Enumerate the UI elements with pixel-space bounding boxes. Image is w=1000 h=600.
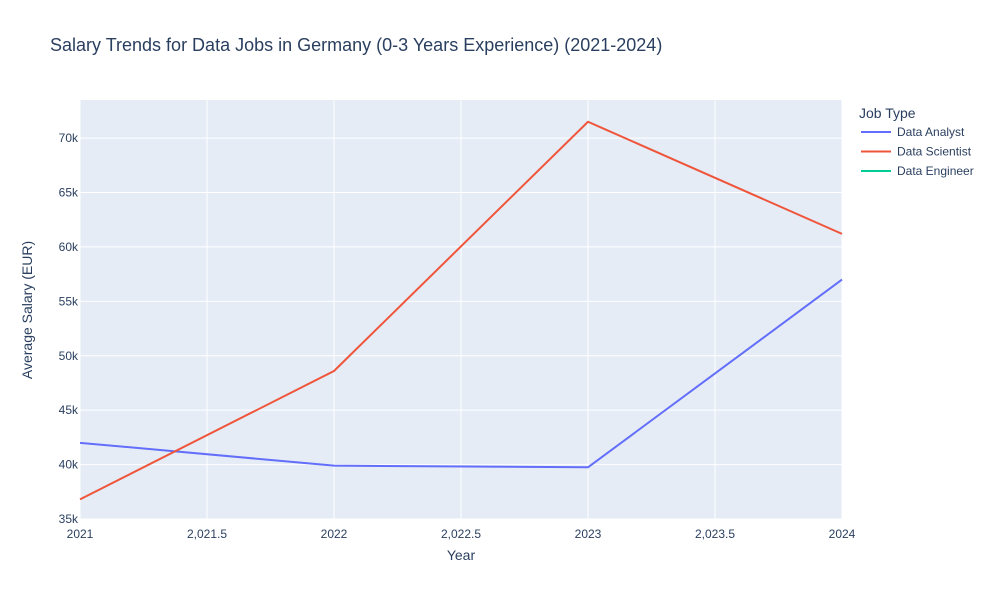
series-line-data-analyst <box>79 278 843 469</box>
x-tick-label: 2,021.5 <box>187 527 227 541</box>
y-tick-label: 50k <box>59 349 79 363</box>
y-axis-title: Average Salary (EUR) <box>19 241 35 379</box>
y-tick-label: 45k <box>59 403 79 417</box>
y-tick-label: 55k <box>59 294 79 308</box>
x-tick-label: 2024 <box>829 527 856 541</box>
legend-title: Job Type <box>859 105 916 121</box>
y-tick-label: 40k <box>59 458 79 472</box>
y-tick-label: 70k <box>59 131 79 145</box>
x-tick-label: 2021 <box>67 527 94 541</box>
legend-item-data-engineer[interactable]: Data Engineer <box>861 164 974 178</box>
x-tick-label: 2,022.5 <box>441 527 481 541</box>
y-tick-label: 35k <box>59 512 79 526</box>
legend-item-data-analyst[interactable]: Data Analyst <box>861 125 965 139</box>
x-tick-label: 2,023.5 <box>695 527 735 541</box>
legend[interactable]: Job Type Data Analyst Data Scientist Data … <box>859 105 974 178</box>
legend-label: Data Analyst <box>897 125 965 139</box>
series-lines <box>79 120 843 501</box>
x-tick-label: 2023 <box>575 527 602 541</box>
y-tick-label: 60k <box>59 240 79 254</box>
x-tick-label: 2022 <box>321 527 348 541</box>
gridlines <box>79 100 843 520</box>
y-tick-label: 65k <box>59 186 79 200</box>
series-line-data-scientist <box>79 120 843 501</box>
legend-label: Data Scientist <box>897 145 972 159</box>
legend-label: Data Engineer <box>897 164 974 178</box>
x-axis-title: Year <box>447 547 476 563</box>
x-axis-ticks: 2021 2,021.5 2022 2,022.5 2023 2,023.5 2024 <box>67 527 856 541</box>
legend-item-data-scientist[interactable]: Data Scientist <box>861 145 972 159</box>
y-axis-ticks: 35k 40k 45k 50k 55k 60k 65k 70k <box>59 131 79 526</box>
chart-title: Salary Trends for Data Jobs in Germany (… <box>50 35 662 55</box>
